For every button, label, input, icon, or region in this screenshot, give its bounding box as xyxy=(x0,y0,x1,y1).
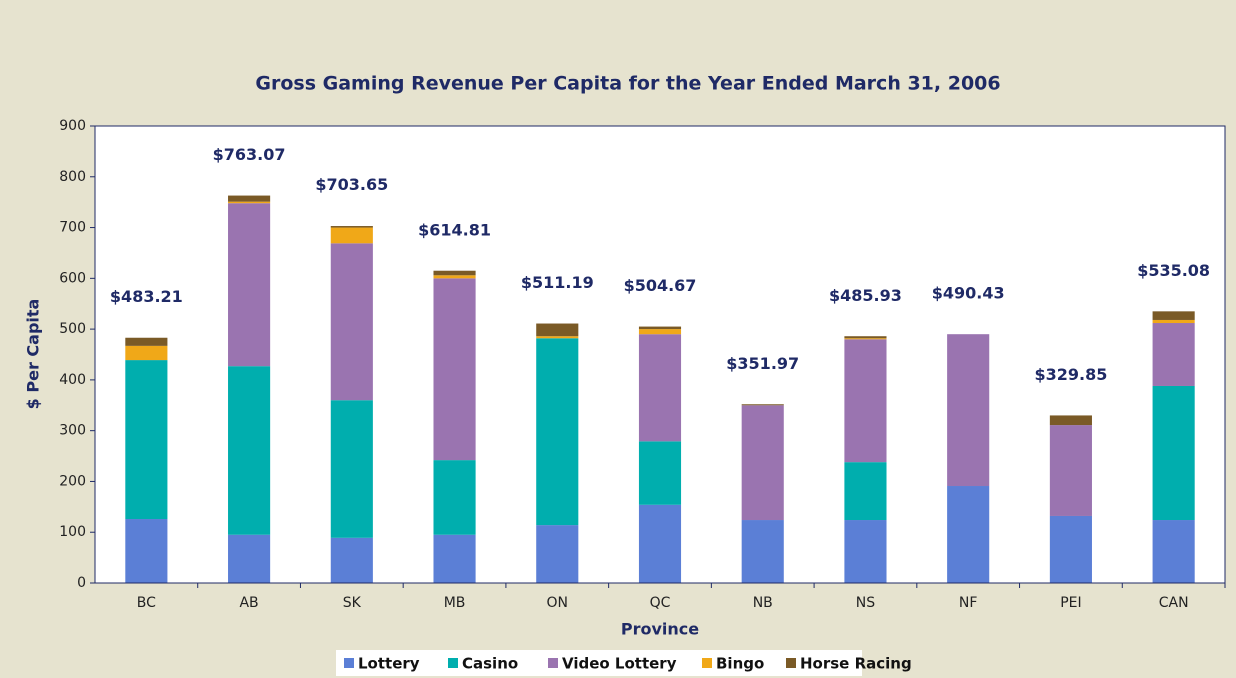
x-tick-label: QC xyxy=(650,595,671,611)
bar-segment xyxy=(330,243,373,401)
total-label: $483.21 xyxy=(110,287,183,306)
bar-segment xyxy=(638,334,682,442)
bar-segment xyxy=(125,337,168,346)
bar-segment xyxy=(741,404,784,406)
legend-label: Video Lottery xyxy=(562,655,677,673)
y-tick-label: 600 xyxy=(59,270,86,286)
x-tick-label: ON xyxy=(547,595,569,611)
legend-box xyxy=(336,650,862,676)
bar-segment xyxy=(1152,520,1195,583)
x-tick-label: MB xyxy=(444,595,466,611)
bar-segment xyxy=(1152,385,1195,521)
bar-segment xyxy=(844,338,887,340)
bar-segment xyxy=(638,504,682,583)
bar-segment xyxy=(1152,311,1195,320)
y-tick-label: 700 xyxy=(59,220,86,236)
bar-segment xyxy=(433,270,476,276)
x-tick-label: NF xyxy=(959,595,978,611)
bar-segment xyxy=(330,400,373,538)
chart-title: Gross Gaming Revenue Per Capita for the … xyxy=(255,73,1000,95)
bar-segment xyxy=(1049,515,1092,583)
bar-segment xyxy=(536,336,579,339)
legend-label: Horse Racing xyxy=(800,655,912,673)
bar-segment xyxy=(638,329,682,335)
bar-segment xyxy=(1152,319,1195,324)
bar-segment xyxy=(433,460,476,535)
y-tick-label: 800 xyxy=(59,169,86,185)
bar-segment xyxy=(228,203,271,367)
legend-swatch xyxy=(548,658,558,668)
bar-segment xyxy=(638,326,682,330)
bar-segment xyxy=(433,278,476,461)
x-tick-label: SK xyxy=(343,595,362,611)
bar-segment xyxy=(844,520,887,583)
legend-swatch xyxy=(344,658,354,668)
bar-segment xyxy=(433,534,476,583)
y-tick-label: 0 xyxy=(77,575,86,591)
legend-swatch xyxy=(702,658,712,668)
bar-segment xyxy=(638,441,682,505)
x-tick-label: CAN xyxy=(1159,595,1189,611)
bar-segment xyxy=(228,366,271,535)
legend-swatch xyxy=(786,658,796,668)
y-tick-label: 900 xyxy=(59,118,86,134)
total-label: $614.81 xyxy=(418,220,491,239)
bar-segment xyxy=(125,519,168,583)
bar-segment xyxy=(330,537,373,583)
y-tick-label: 300 xyxy=(59,423,86,439)
legend-swatch xyxy=(448,658,458,668)
bar-segment xyxy=(536,338,579,526)
bar-segment xyxy=(741,520,784,583)
bar-segment xyxy=(125,345,168,361)
bar-segment xyxy=(1049,425,1092,516)
bar-segment xyxy=(1049,415,1092,426)
bar-segment xyxy=(228,201,271,204)
total-label: $535.08 xyxy=(1137,261,1210,280)
x-axis-label: Province xyxy=(621,620,699,639)
bar-segment xyxy=(1152,323,1195,386)
bar-segment xyxy=(844,339,887,463)
total-label: $511.19 xyxy=(521,273,594,292)
bar-segment xyxy=(741,405,784,521)
x-tick-label: NS xyxy=(856,595,875,611)
bar-segment xyxy=(844,462,887,521)
total-label: $490.43 xyxy=(932,283,1005,302)
total-label: $329.85 xyxy=(1034,365,1107,384)
bar-segment xyxy=(125,360,168,520)
x-tick-label: BC xyxy=(137,595,156,611)
x-tick-label: AB xyxy=(239,595,258,611)
bar-segment xyxy=(433,275,476,279)
total-label: $763.07 xyxy=(213,145,286,164)
legend-label: Bingo xyxy=(716,655,764,673)
bar-segment xyxy=(330,226,373,228)
legend-label: Casino xyxy=(462,655,518,673)
total-label: $485.93 xyxy=(829,286,902,305)
y-tick-label: 400 xyxy=(59,372,86,388)
bar-segment xyxy=(228,195,271,202)
bar-segment xyxy=(536,323,579,337)
bar-segment xyxy=(330,227,373,244)
y-axis-label: $ Per Capita xyxy=(24,299,43,410)
bar-segment xyxy=(844,336,887,339)
bar-segment xyxy=(536,525,579,583)
legend-label: Lottery xyxy=(358,655,420,673)
y-tick-label: 500 xyxy=(59,321,86,337)
x-tick-label: PEI xyxy=(1060,595,1081,611)
bar-segment xyxy=(947,334,990,487)
total-label: $351.97 xyxy=(726,354,799,373)
x-tick-label: NB xyxy=(753,595,773,611)
y-tick-label: 100 xyxy=(59,524,86,540)
y-tick-label: 200 xyxy=(59,473,86,489)
bar-segment xyxy=(947,486,990,583)
total-label: $504.67 xyxy=(624,276,697,295)
total-label: $703.65 xyxy=(315,175,388,194)
bar-segment xyxy=(228,534,271,583)
